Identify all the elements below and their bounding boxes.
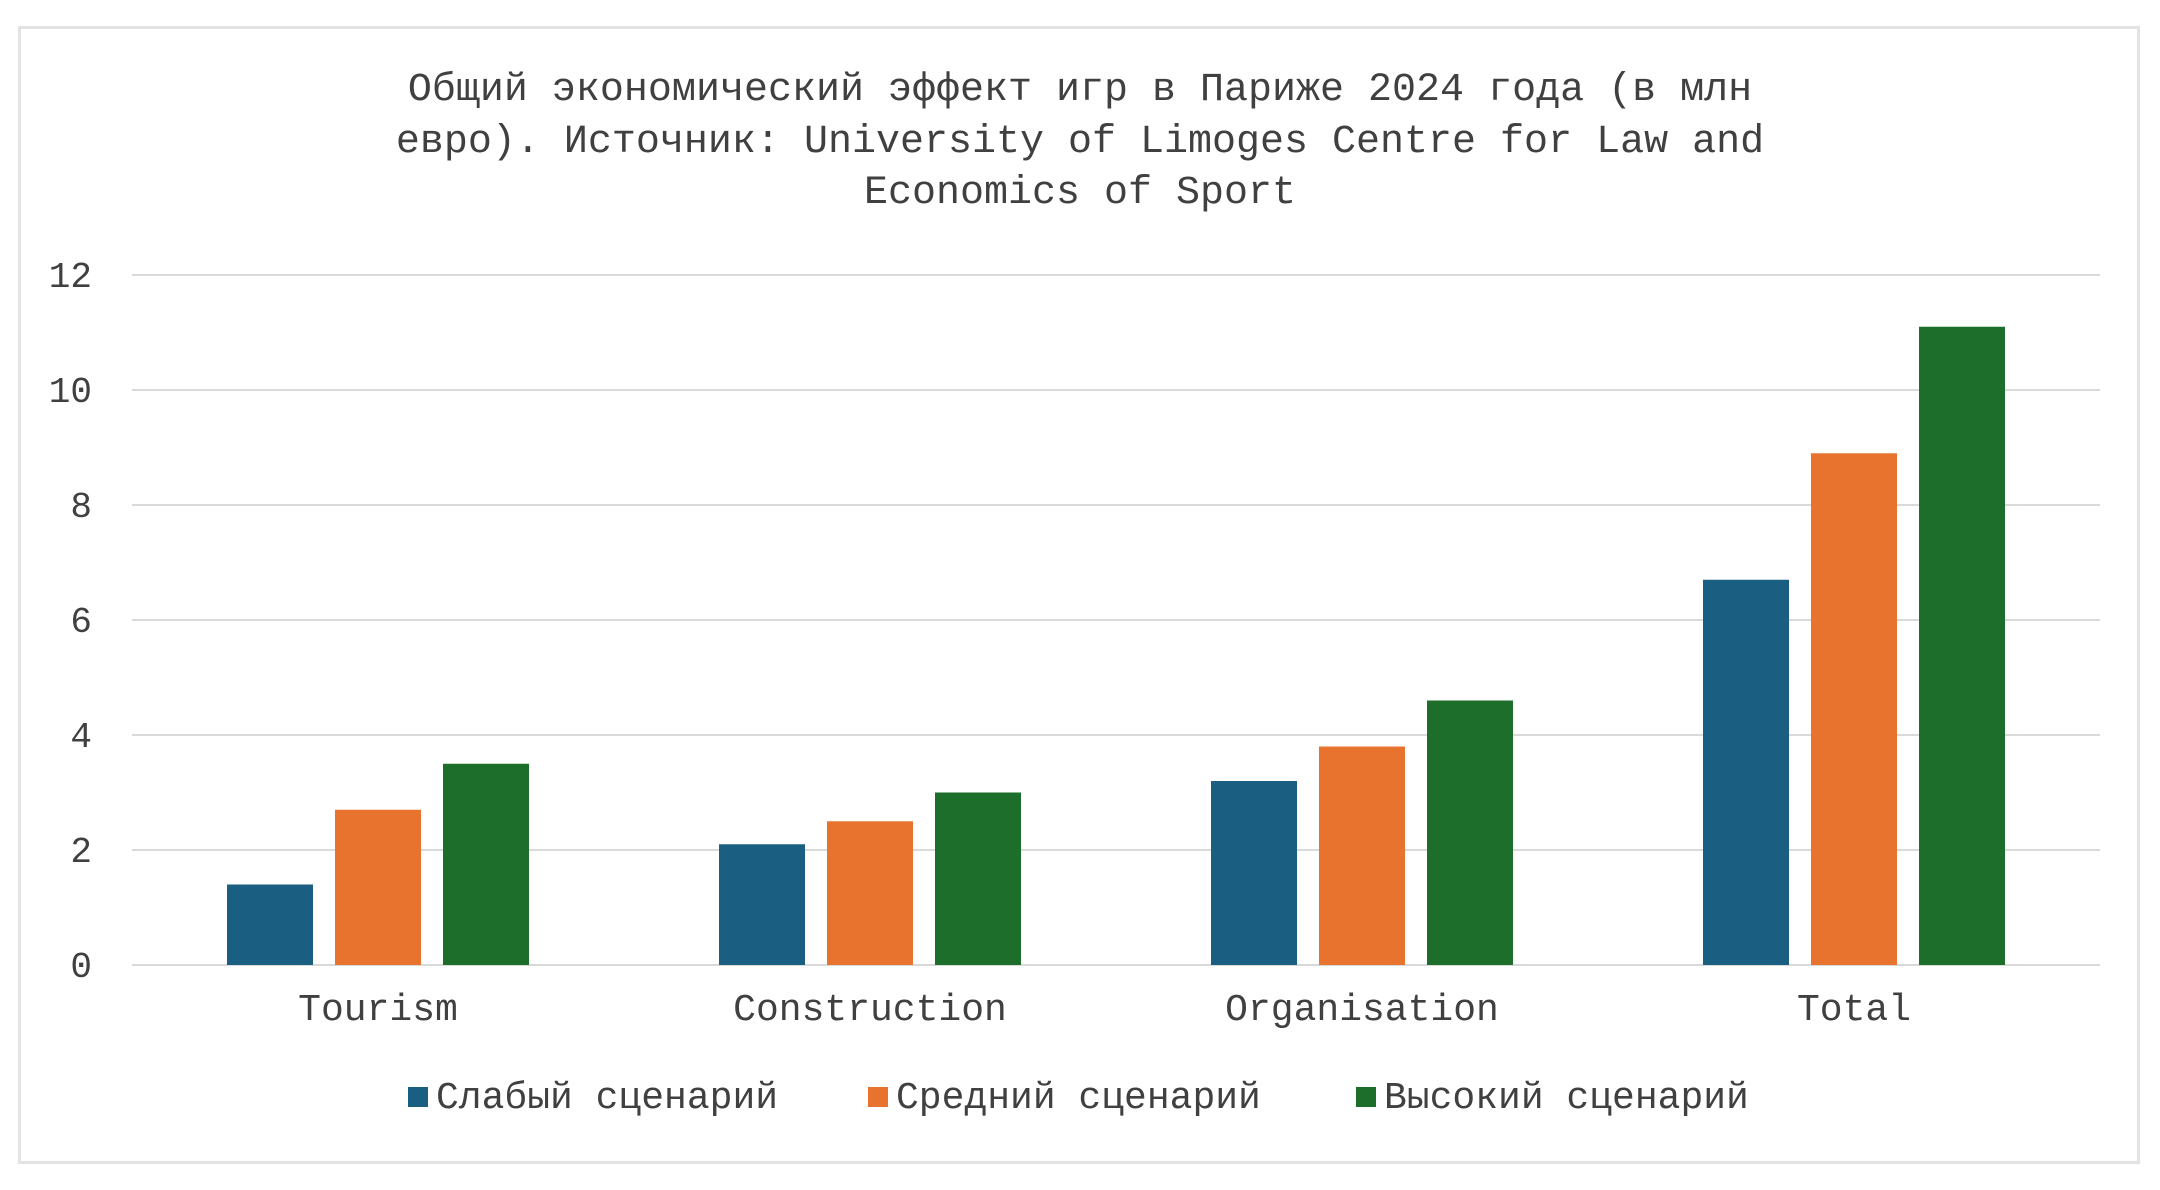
bar-organisation-series-3 — [1427, 700, 1513, 965]
y-tick-label: 6 — [70, 602, 92, 643]
bar-tourism-series-3 — [443, 763, 529, 965]
bar-total-series-3 — [1919, 326, 2005, 965]
legend-swatch — [868, 1087, 888, 1107]
bar-tourism-series-1 — [227, 884, 313, 965]
chart-title-line-1: Общий экономический эффект игр в Париже … — [408, 68, 1752, 113]
y-tick-label: 2 — [70, 832, 92, 873]
bar-tourism-series-2 — [335, 809, 421, 965]
bar-organisation-series-1 — [1211, 781, 1297, 965]
y-tick-label: 12 — [49, 257, 92, 298]
y-tick-label: 0 — [70, 947, 92, 988]
bar-organisation-series-2 — [1319, 746, 1405, 965]
bar-construction-series-3 — [935, 792, 1021, 965]
y-axis-ticks: 0 2 4 6 8 10 12 — [49, 257, 92, 988]
x-category-label: Total — [1797, 989, 1911, 1032]
legend: Слабый сценарий Средний сценарий Высокий с… — [408, 1077, 1749, 1120]
bar-total-series-2 — [1811, 453, 1897, 965]
chart-title-line-3: Economics of Sport — [864, 171, 1296, 216]
x-axis-categories: Tourism Construction Organisation Total — [298, 989, 1911, 1032]
legend-label: Высокий сценарий — [1384, 1077, 1749, 1120]
legend-swatch — [1356, 1087, 1376, 1107]
legend-label: Слабый сценарий — [436, 1077, 778, 1120]
x-category-label: Construction — [733, 989, 1007, 1032]
legend-swatch — [408, 1087, 428, 1107]
x-category-label: Organisation — [1225, 989, 1499, 1032]
chart-title: Общий экономический эффект игр в Париже … — [396, 68, 1764, 216]
y-tick-label: 10 — [49, 372, 92, 413]
x-category-label: Tourism — [298, 989, 458, 1032]
y-tick-label: 4 — [70, 717, 92, 758]
bar-construction-series-2 — [827, 821, 913, 965]
y-tick-label: 8 — [70, 487, 92, 528]
legend-label: Средний сценарий — [896, 1077, 1261, 1120]
chart-title-line-2: евро). Источник: University of Limoges C… — [396, 120, 1764, 165]
bar-construction-series-1 — [719, 844, 805, 965]
gridlines — [132, 274, 2100, 966]
bars — [227, 326, 2005, 965]
bar-total-series-1 — [1703, 579, 1789, 965]
